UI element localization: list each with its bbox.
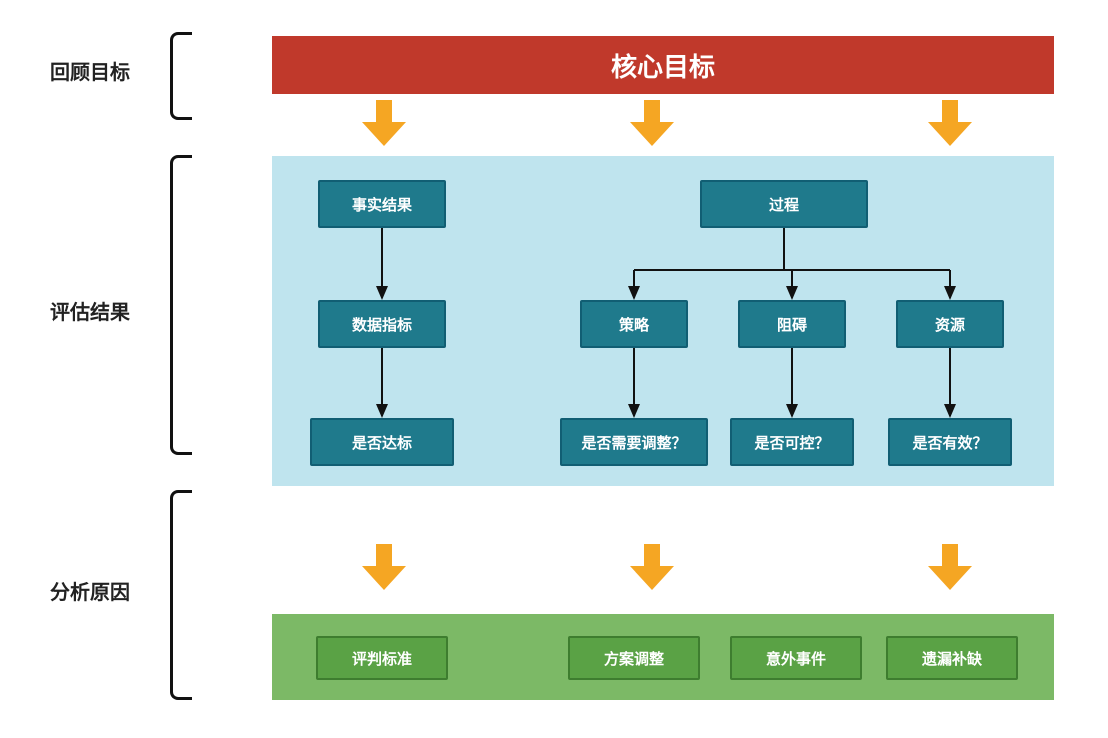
core-goal-header: 核心目标 <box>272 36 1054 94</box>
big-arrow-2 <box>928 100 972 150</box>
node-n5: 阻碍 <box>738 300 846 348</box>
node-n8: 是否需要调整？ <box>560 418 708 466</box>
bracket-analyze <box>170 490 192 700</box>
big-arrow-5 <box>928 544 972 594</box>
section-label-evaluate: 评估结果 <box>50 300 130 326</box>
node-g2: 方案调整 <box>568 636 700 680</box>
node-n1: 事实结果 <box>318 180 446 228</box>
node-n10: 是否有效？ <box>888 418 1012 466</box>
node-n7: 是否达标 <box>310 418 454 466</box>
big-arrow-3 <box>362 544 406 594</box>
node-n2: 过程 <box>700 180 868 228</box>
section-label-analyze: 分析原因 <box>50 580 130 606</box>
bracket-review <box>170 32 192 120</box>
node-g4: 遗漏补缺 <box>886 636 1018 680</box>
section-label-review: 回顾目标 <box>50 60 130 86</box>
bracket-evaluate <box>170 155 192 455</box>
node-g3: 意外事件 <box>730 636 862 680</box>
node-g1: 评判标准 <box>316 636 448 680</box>
node-n4: 策略 <box>580 300 688 348</box>
node-n9: 是否可控？ <box>730 418 854 466</box>
big-arrow-0 <box>362 100 406 150</box>
node-n6: 资源 <box>896 300 1004 348</box>
node-n3: 数据指标 <box>318 300 446 348</box>
diagram-canvas: 回顾目标 评估结果 分析原因 核心目标 事实结果 过程数据指标 策略 阻碍 资源是否达标… <box>0 0 1108 738</box>
big-arrow-1 <box>630 100 674 150</box>
big-arrow-4 <box>630 544 674 594</box>
